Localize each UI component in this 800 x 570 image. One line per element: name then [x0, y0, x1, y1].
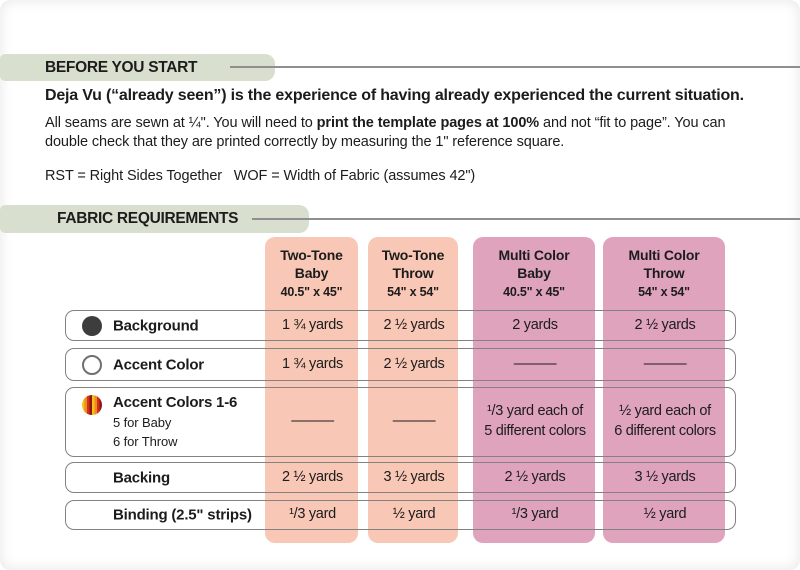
- seam-instructions-bold: print the template pages at 100%: [316, 115, 540, 131]
- column-size: 54" x 54": [387, 285, 439, 299]
- column-header: Two-Tone Throw: [381, 247, 445, 281]
- cell-value: ¹/3 yard: [511, 506, 559, 523]
- row-label: Accent Colors 1-6: [113, 394, 238, 411]
- cell-value: ———: [513, 355, 557, 372]
- cell-value: 3 ½ yards: [383, 468, 445, 485]
- row-label: Binding (2.5" strips): [113, 506, 252, 524]
- seam-instructions-pre: All seams are sewn at ¼". You will need …: [45, 115, 317, 131]
- heading-rule: [230, 66, 800, 68]
- cell-value: ———: [392, 413, 436, 430]
- table-row-backing: Backing 2 ½ yards 3 ½ yards 2 ½ yards 3 …: [65, 462, 736, 493]
- section-heading-before-you-start: BEFORE YOU START: [0, 54, 275, 81]
- cell-value: ½ yard each of 6 different colors: [614, 403, 716, 439]
- cell-value: 2 ½ yards: [282, 468, 343, 485]
- seam-instructions-post: and not “fit to page”. You can double ch…: [45, 115, 726, 151]
- cell-value: 1 ¾ yards: [282, 316, 343, 333]
- section-heading-fabric-requirements: FABRIC REQUIREMENTS: [0, 205, 309, 233]
- intro-text: Deja Vu (“already seen”) is the experien…: [45, 87, 744, 104]
- cell-value: ¹/3 yard each of 5 different colors: [484, 403, 586, 439]
- column-header: Multi Color Throw: [628, 247, 700, 281]
- row-label: Backing: [113, 469, 170, 486]
- column-size: 40.5" x 45": [503, 285, 565, 299]
- row-label: Accent Color: [113, 356, 204, 373]
- column-header: Two-Tone Baby: [280, 247, 343, 281]
- cell-value: 3 ½ yards: [634, 468, 696, 485]
- row-sublabel: 6 for Throw: [113, 434, 178, 449]
- column-size: 54" x 54": [638, 285, 690, 299]
- cell-value: 2 ½ yards: [504, 468, 566, 485]
- cell-value: 2 ½ yards: [383, 316, 445, 333]
- table-row-binding: Binding (2.5" strips) ¹/3 yard ½ yard ¹/…: [65, 500, 736, 530]
- cell-value: ———: [643, 355, 687, 372]
- striped-circle-icon: [82, 395, 102, 415]
- cell-value: ———: [291, 413, 334, 430]
- outline-circle-icon: [82, 354, 102, 375]
- cell-value: 2 ½ yards: [383, 355, 445, 372]
- cell-value: 1 ¾ yards: [282, 355, 343, 372]
- cell-value: ¹/3 yard: [289, 506, 336, 523]
- table-row-accent-colors-1-6: Accent Colors 1-6 5 for Baby 6 for Throw…: [65, 387, 736, 457]
- heading-rule: [252, 218, 800, 220]
- cell-value: ½ yard: [392, 506, 436, 523]
- row-sublabel: 5 for Baby: [113, 415, 172, 430]
- filled-circle-icon: [82, 315, 102, 336]
- row-label: Background: [113, 317, 199, 334]
- column-size: 40.5" x 45": [280, 285, 343, 299]
- seam-instructions-text: All seams are sewn at ¼". You will need …: [45, 114, 751, 153]
- cell-value: 2 ½ yards: [634, 316, 696, 333]
- cell-value: ½ yard: [643, 506, 687, 523]
- column-header: Multi Color Baby: [498, 247, 570, 281]
- cell-value: 2 yards: [512, 316, 558, 333]
- table-row-background: Background 1 ¾ yards 2 ½ yards 2 yards 2…: [65, 310, 736, 341]
- table-row-accent-color: Accent Color 1 ¾ yards 2 ½ yards ——— ———: [65, 348, 736, 381]
- abbreviations-text: RST = Right Sides Together WOF = Width o…: [45, 168, 476, 184]
